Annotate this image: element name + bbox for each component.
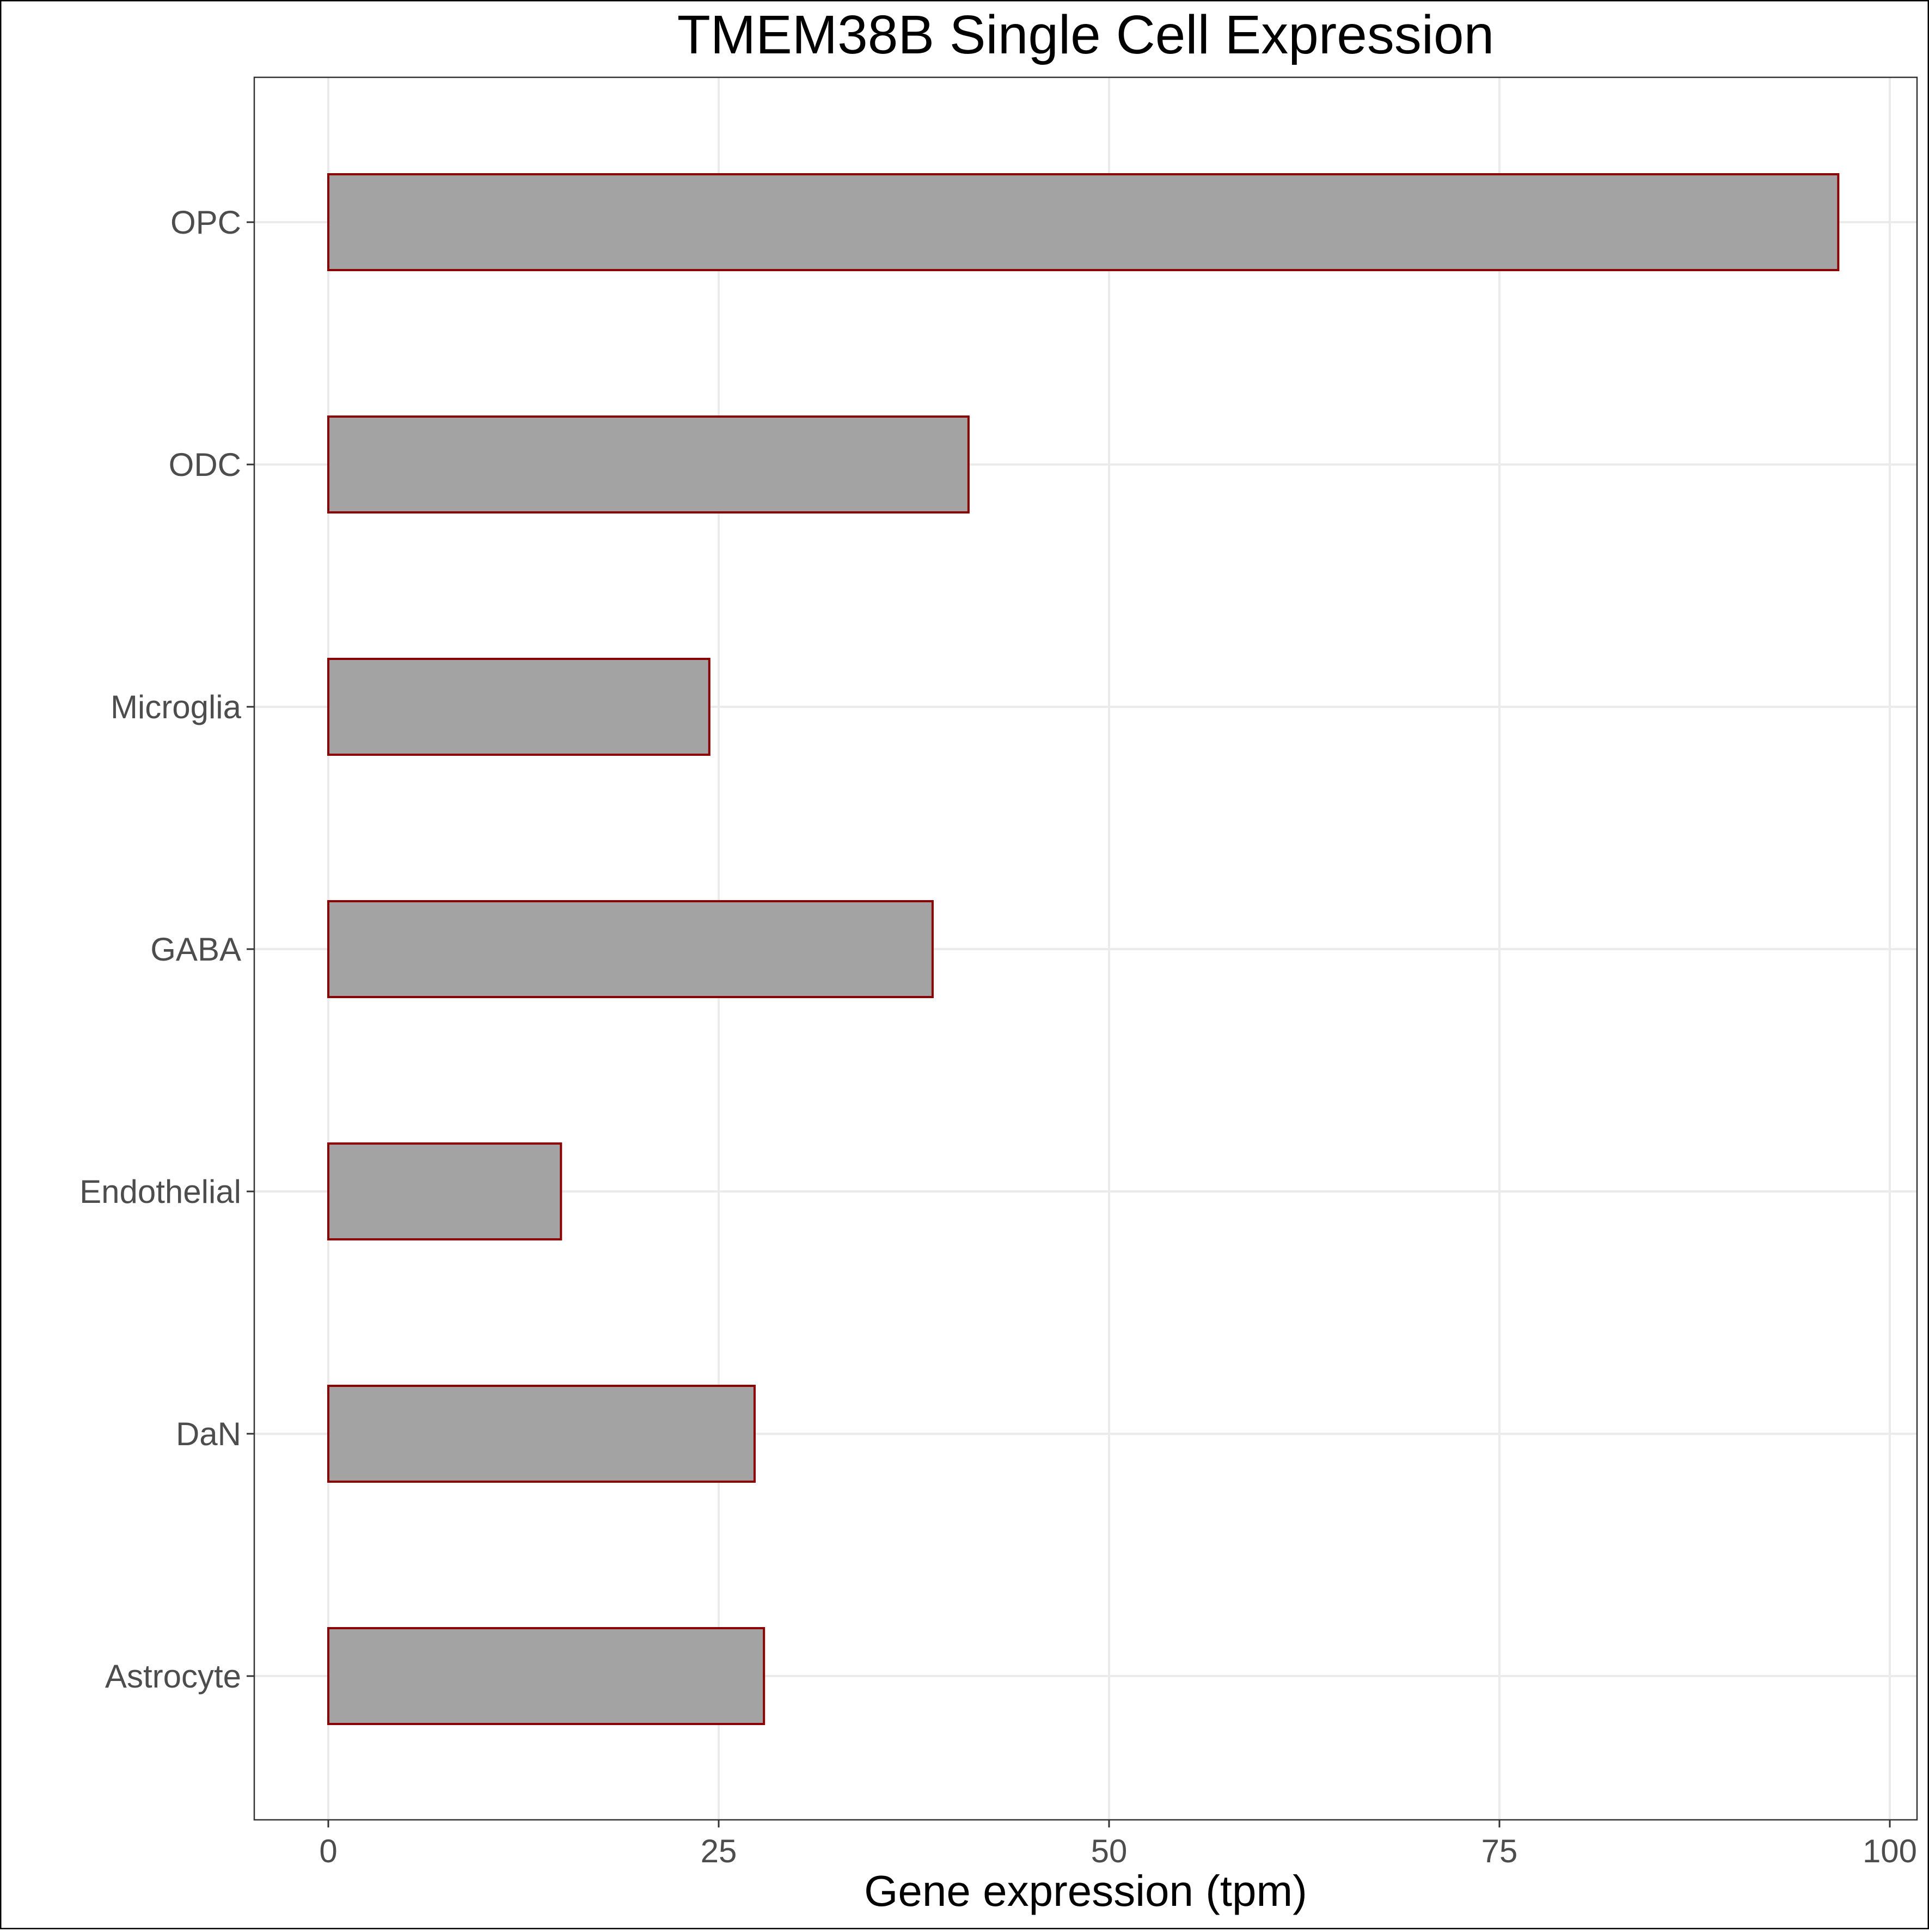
bar-astrocyte (327, 1627, 766, 1725)
y-tick-label: Astrocyte (105, 1658, 241, 1695)
bars (327, 173, 1840, 1725)
bar-gaba (327, 900, 934, 998)
y-tick-label: Endothelial (79, 1173, 241, 1210)
bar-opc (327, 173, 1840, 271)
bar-microglia (327, 658, 711, 756)
y-tick-label: ODC (169, 447, 241, 483)
y-axis-ticks: OPC ODC Microglia GABA Endothelial DaN Astrocy… (79, 204, 254, 1695)
x-axis-title: Gene expression (tpm) (864, 1867, 1307, 1915)
bar-endothelial (327, 1142, 562, 1240)
x-tick-label: 75 (1481, 1833, 1518, 1869)
bar-dan (327, 1385, 756, 1483)
x-axis-ticks: 0 25 50 75 100 (319, 1820, 1917, 1869)
y-tick-label: Microglia (111, 689, 242, 725)
y-tick-label: DaN (176, 1416, 241, 1452)
bar-odc (327, 415, 970, 513)
x-tick-label: 0 (319, 1833, 337, 1869)
chart-title: TMEM38B Single Cell Expression (677, 4, 1495, 65)
y-tick-label: GABA (150, 931, 241, 968)
x-tick-label: 100 (1863, 1833, 1917, 1869)
y-tick-label: OPC (170, 204, 241, 241)
x-tick-label: 50 (1091, 1833, 1128, 1869)
x-tick-label: 25 (701, 1833, 737, 1869)
